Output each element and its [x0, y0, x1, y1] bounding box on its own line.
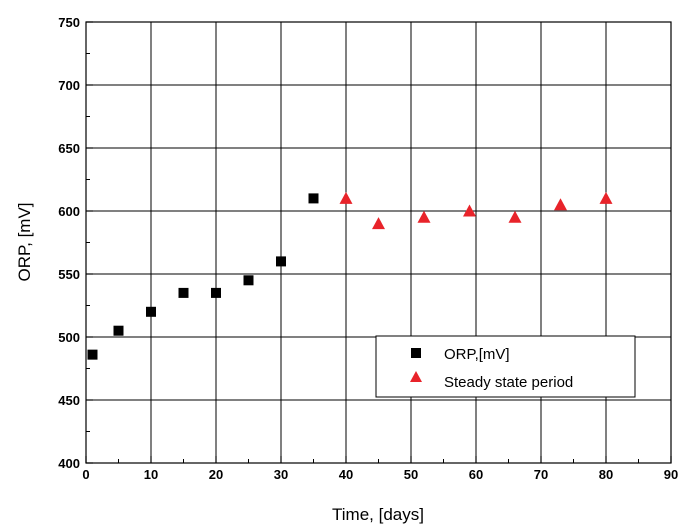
legend-marker-orp [411, 348, 421, 358]
steady-state-point [599, 191, 613, 204]
x-tick-label: 20 [209, 467, 223, 482]
y-tick-label: 550 [58, 267, 80, 282]
x-tick-label: 90 [664, 467, 678, 482]
orp-point [113, 325, 124, 336]
steady-state-point [463, 204, 476, 217]
data-points [87, 191, 613, 360]
orp-point [243, 275, 254, 286]
y-tick-label: 400 [58, 456, 80, 471]
steady-state-point [372, 217, 385, 230]
y-tick-label: 500 [58, 330, 80, 345]
y-tick-label: 750 [58, 15, 80, 30]
y-axis-title: ORP, [mV] [15, 202, 34, 281]
x-axis-title: Time, [days] [332, 505, 424, 524]
legend: ORP,[mV] Steady state period [375, 335, 636, 398]
y-tick-label: 650 [58, 141, 80, 156]
x-tick-label: 40 [339, 467, 353, 482]
legend-marker-steady-state [410, 371, 422, 382]
legend-box [375, 335, 636, 398]
x-tick-label: 0 [82, 467, 89, 482]
x-tick-label: 60 [469, 467, 483, 482]
y-tick-label: 600 [58, 204, 80, 219]
plot-frame [85, 21, 672, 464]
x-tick-label: 30 [274, 467, 288, 482]
y-tick-label: 450 [58, 393, 80, 408]
tick-labels: 0 10 20 30 40 50 60 70 80 90 400 450 500 550 600 650 700… [58, 15, 678, 482]
x-tick-label: 80 [599, 467, 613, 482]
legend-label-orp: ORP,[mV] [444, 346, 510, 363]
x-tick-label: 70 [534, 467, 548, 482]
orp-point [146, 306, 156, 317]
x-tick-label: 10 [144, 467, 158, 482]
steady-state-point [554, 198, 567, 211]
steady-state-point [339, 191, 353, 204]
steady-state-point [508, 210, 522, 223]
orp-point [308, 193, 319, 204]
orp-point [211, 287, 221, 298]
orp-point [276, 256, 286, 267]
legend-label-steady-state: Steady state period [444, 374, 573, 391]
orp-point [178, 287, 189, 298]
steady-state-point [417, 210, 431, 223]
orp-point [87, 349, 98, 360]
x-tick-label: 50 [404, 467, 418, 482]
y-tick-label: 700 [58, 78, 80, 93]
